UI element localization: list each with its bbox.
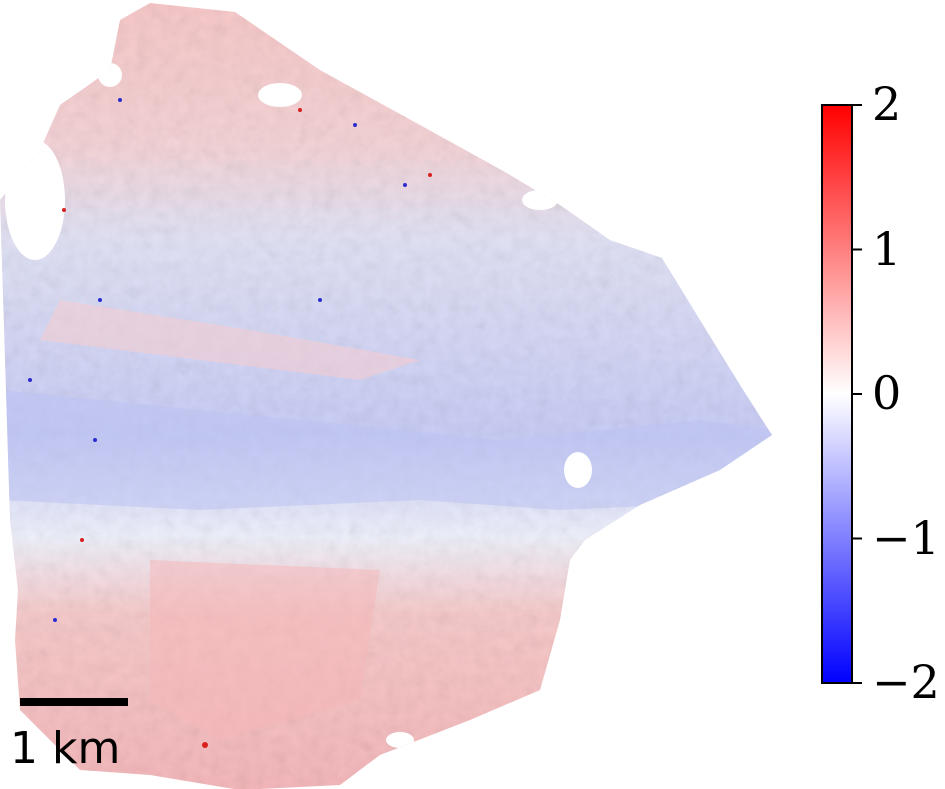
no-data-hole	[258, 83, 302, 107]
colorbar-tick-label: 2	[872, 77, 902, 131]
colorbar-tick-label: 0	[872, 366, 902, 420]
map-area	[0, 3, 772, 789]
colorbar-tick-label: −1	[872, 510, 940, 565]
scale-bar	[20, 698, 128, 706]
no-data-hole	[522, 190, 558, 210]
colorbar-ticks	[852, 104, 862, 684]
no-data-hole	[98, 63, 122, 87]
outlier-speckles	[28, 98, 432, 748]
scale-bar-label: 1 km	[10, 723, 121, 774]
colorbar-tick-label: −2	[872, 655, 940, 709]
colorbar-gradient	[821, 104, 853, 684]
no-data-hole	[5, 140, 65, 260]
no-data-hole	[564, 452, 592, 488]
no-data-hole	[386, 732, 414, 748]
colorbar	[821, 104, 862, 684]
colorbar-tick-label: 1	[872, 221, 902, 276]
